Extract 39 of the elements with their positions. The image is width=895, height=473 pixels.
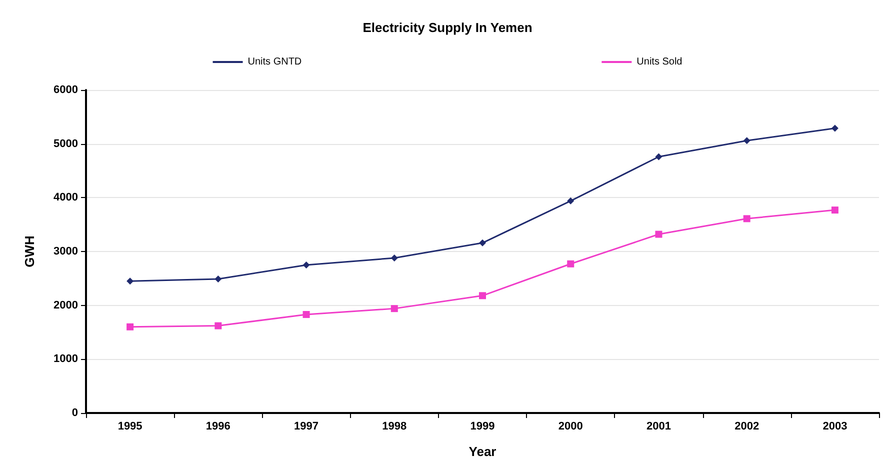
point	[214, 275, 222, 282]
point	[655, 153, 662, 160]
point	[214, 322, 222, 330]
x-tick-label: 1999	[470, 420, 495, 432]
point	[567, 197, 574, 204]
legend-label: Units GNTD	[248, 56, 302, 68]
point	[302, 310, 310, 318]
y-tick-label: 4000	[54, 192, 78, 204]
y-tick-label: 3000	[54, 246, 78, 258]
y-tick-label: 0	[72, 407, 78, 419]
y-tick-label: 2000	[54, 299, 78, 312]
y-axis-title: GWH	[22, 236, 37, 268]
x-tick-label: 2003	[822, 420, 848, 432]
point	[302, 261, 310, 268]
point	[831, 206, 838, 214]
y-tick-label: 1000	[54, 353, 78, 366]
x-tick-label: 2000	[558, 420, 583, 432]
point	[126, 278, 134, 285]
point	[831, 124, 838, 132]
y-tick-label: 6000	[54, 84, 78, 96]
point	[479, 292, 486, 300]
point	[567, 260, 574, 268]
x-tick-label: 2002	[734, 420, 760, 432]
x-tick-label: 1998	[382, 420, 407, 432]
point	[126, 323, 134, 330]
point	[743, 215, 750, 222]
x-tick-label: 1996	[206, 420, 230, 432]
chart-title: Electricity Supply In Yemen	[362, 20, 532, 35]
x-axis-title: Year	[468, 444, 496, 459]
point	[390, 305, 398, 312]
point	[655, 230, 662, 238]
x-tick-label: 1995	[118, 420, 142, 432]
x-tick-label: 2001	[646, 420, 671, 432]
legend-label: Units Sold	[636, 56, 682, 68]
point	[743, 137, 750, 144]
point	[390, 254, 398, 262]
y-tick-label: 5000	[54, 138, 78, 150]
point	[479, 239, 486, 246]
x-tick-label: 1997	[294, 420, 319, 432]
